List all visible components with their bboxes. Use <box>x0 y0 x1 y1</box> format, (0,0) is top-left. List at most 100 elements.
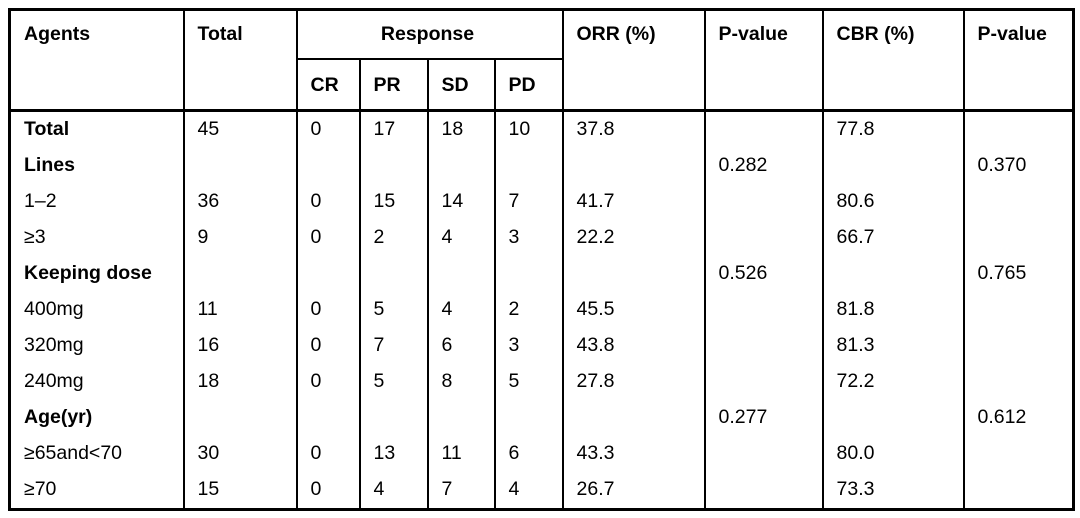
cell-pr: 17 <box>358 110 428 148</box>
cell-orr: 45.5 <box>561 292 705 328</box>
cell-orr: 26.7 <box>561 472 705 510</box>
cell-total <box>182 148 297 184</box>
cell-pvalue-orr <box>703 220 823 256</box>
cell-total: 11 <box>182 292 297 328</box>
cell-pd <box>493 400 563 436</box>
cell-pvalue-cbr: 0.612 <box>962 400 1074 436</box>
col-header-pd: PD <box>493 58 563 112</box>
col-header-sd: SD <box>426 58 495 112</box>
cell-total: 18 <box>182 364 297 400</box>
row-label: Keeping dose <box>8 256 184 292</box>
cell-orr <box>561 148 705 184</box>
col-header-orr: ORR (%) <box>561 9 705 112</box>
col-header-response: Response <box>295 9 563 60</box>
cell-pr: 5 <box>358 292 428 328</box>
cell-orr: 43.3 <box>561 436 705 472</box>
cell-orr: 27.8 <box>561 364 705 400</box>
cell-sd: 11 <box>426 436 495 472</box>
cell-sd: 4 <box>426 220 495 256</box>
row-label: 400mg <box>8 292 184 328</box>
results-table-container: Agents Total Response ORR (%) P-value CB… <box>8 8 1076 511</box>
cell-cbr <box>821 256 964 292</box>
cell-pvalue-cbr <box>962 328 1074 364</box>
cell-total: 30 <box>182 436 297 472</box>
cell-pd: 4 <box>493 472 563 510</box>
cell-pvalue-orr: 0.526 <box>703 256 823 292</box>
cell-pr: 7 <box>358 328 428 364</box>
row-label: Age(yr) <box>8 400 184 436</box>
table-row: 320mg 16 0 7 6 3 43.8 81.3 <box>8 328 1074 364</box>
cell-cr: 0 <box>295 472 360 510</box>
cell-cbr: 81.8 <box>821 292 964 328</box>
cell-cr: 0 <box>295 328 360 364</box>
cell-cr: 0 <box>295 364 360 400</box>
cell-cbr <box>821 148 964 184</box>
cell-sd: 7 <box>426 472 495 510</box>
cell-pvalue-orr <box>703 328 823 364</box>
table-header: Agents Total Response ORR (%) P-value CB… <box>8 9 1074 112</box>
cell-pvalue-cbr <box>962 292 1074 328</box>
cell-sd: 4 <box>426 292 495 328</box>
cell-cr: 0 <box>295 110 360 148</box>
cell-orr <box>561 400 705 436</box>
cell-sd <box>426 400 495 436</box>
cell-sd: 8 <box>426 364 495 400</box>
col-header-cbr: CBR (%) <box>821 9 964 112</box>
cell-total <box>182 256 297 292</box>
cell-pd <box>493 148 563 184</box>
table-row: ≥70 15 0 4 7 4 26.7 73.3 <box>8 472 1074 510</box>
cell-cbr: 73.3 <box>821 472 964 510</box>
cell-orr: 41.7 <box>561 184 705 220</box>
cell-total: 16 <box>182 328 297 364</box>
cell-cr: 0 <box>295 436 360 472</box>
cell-total: 45 <box>182 110 297 148</box>
row-label: Total <box>8 110 184 148</box>
table-row: Total 45 0 17 18 10 37.8 77.8 <box>8 110 1074 148</box>
cell-pd: 3 <box>493 328 563 364</box>
cell-orr: 43.8 <box>561 328 705 364</box>
cell-sd <box>426 148 495 184</box>
row-label: ≥3 <box>8 220 184 256</box>
cell-total: 36 <box>182 184 297 220</box>
table-row: 1–2 36 0 15 14 7 41.7 80.6 <box>8 184 1074 220</box>
cell-pr: 13 <box>358 436 428 472</box>
table-row: 240mg 18 0 5 8 5 27.8 72.2 <box>8 364 1074 400</box>
table-row: Lines 0.282 0.370 <box>8 148 1074 184</box>
cell-sd: 6 <box>426 328 495 364</box>
cell-cr <box>295 256 360 292</box>
cell-cbr <box>821 400 964 436</box>
cell-pvalue-cbr: 0.765 <box>962 256 1074 292</box>
col-header-cr: CR <box>295 58 360 112</box>
table-row: Age(yr) 0.277 0.612 <box>8 400 1074 436</box>
cell-total: 15 <box>182 472 297 510</box>
cell-pd: 2 <box>493 292 563 328</box>
col-header-total: Total <box>182 9 297 112</box>
col-header-agents: Agents <box>8 9 184 112</box>
cell-pvalue-orr <box>703 292 823 328</box>
cell-pr <box>358 400 428 436</box>
cell-cr: 0 <box>295 220 360 256</box>
cell-pvalue-cbr <box>962 184 1074 220</box>
cell-cbr: 81.3 <box>821 328 964 364</box>
cell-pvalue-orr <box>703 364 823 400</box>
cell-pvalue-orr <box>703 184 823 220</box>
cell-orr <box>561 256 705 292</box>
cell-sd: 14 <box>426 184 495 220</box>
table-row: 400mg 11 0 5 4 2 45.5 81.8 <box>8 292 1074 328</box>
cell-total: 9 <box>182 220 297 256</box>
cell-pd <box>493 256 563 292</box>
table-row: ≥3 9 0 2 4 3 22.2 66.7 <box>8 220 1074 256</box>
cell-cbr: 80.0 <box>821 436 964 472</box>
cell-cr <box>295 400 360 436</box>
cell-pr <box>358 256 428 292</box>
cell-pd: 3 <box>493 220 563 256</box>
cell-total <box>182 400 297 436</box>
cell-pvalue-cbr <box>962 220 1074 256</box>
cell-cbr: 66.7 <box>821 220 964 256</box>
cell-pr: 4 <box>358 472 428 510</box>
cell-pvalue-orr: 0.277 <box>703 400 823 436</box>
cell-cr: 0 <box>295 184 360 220</box>
row-label: 240mg <box>8 364 184 400</box>
header-row-main: Agents Total Response ORR (%) P-value CB… <box>8 9 1074 112</box>
results-table: Agents Total Response ORR (%) P-value CB… <box>8 8 1076 511</box>
